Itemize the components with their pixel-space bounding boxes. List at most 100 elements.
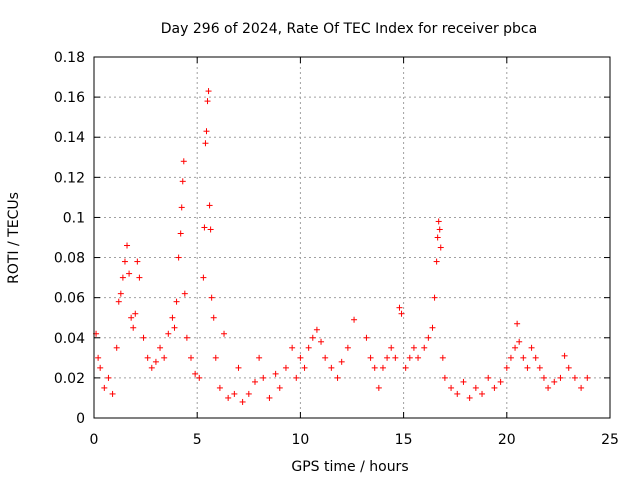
- data-point: [524, 364, 531, 371]
- data-point: [406, 354, 413, 361]
- data-point: [148, 364, 155, 371]
- data-point: [178, 204, 185, 211]
- data-point: [398, 310, 405, 317]
- data-point: [293, 374, 300, 381]
- data-point: [282, 364, 289, 371]
- data-point: [256, 354, 263, 361]
- data-point: [200, 274, 207, 281]
- data-point: [435, 218, 442, 225]
- data-point: [216, 384, 223, 391]
- data-point: [301, 364, 308, 371]
- data-point: [208, 294, 215, 301]
- data-point: [436, 226, 443, 233]
- data-point: [181, 290, 188, 297]
- data-point: [545, 384, 552, 391]
- data-point: [161, 354, 168, 361]
- data-point: [206, 202, 213, 209]
- x-tick-label: 0: [90, 432, 99, 448]
- data-point: [126, 270, 133, 277]
- data-point: [97, 364, 104, 371]
- data-point: [334, 374, 341, 381]
- data-point: [528, 344, 535, 351]
- data-point: [551, 378, 558, 385]
- data-point: [177, 230, 184, 237]
- data-point: [173, 298, 180, 305]
- data-point: [439, 354, 446, 361]
- data-point: [479, 390, 486, 397]
- data-point: [180, 158, 187, 165]
- data-point: [460, 378, 467, 385]
- data-point: [437, 244, 444, 251]
- data-point: [124, 242, 131, 249]
- x-tick-label: 15: [395, 432, 413, 448]
- data-point: [425, 334, 432, 341]
- data-point: [196, 374, 203, 381]
- data-point: [497, 378, 504, 385]
- data-point: [578, 384, 585, 391]
- plot-frame: [93, 56, 611, 419]
- data-point: [183, 334, 190, 341]
- data-point: [157, 344, 164, 351]
- data-point: [472, 384, 479, 391]
- data-point: [207, 226, 214, 233]
- data-point: [119, 274, 126, 281]
- data-point: [245, 390, 252, 397]
- data-point: [152, 358, 159, 365]
- data-point: [136, 274, 143, 281]
- data-point: [584, 374, 591, 381]
- data-point: [512, 344, 519, 351]
- chart-title: Day 296 of 2024, Rate Of TEC Index for r…: [161, 21, 537, 37]
- data-point: [266, 394, 273, 401]
- data-point: [448, 384, 455, 391]
- y-tick-label: 0.14: [54, 130, 85, 146]
- x-tick-label: 10: [291, 432, 309, 448]
- data-point: [363, 334, 370, 341]
- data-point: [561, 352, 568, 359]
- data-point: [514, 320, 521, 327]
- data-point: [212, 354, 219, 361]
- y-tick-label: 0.04: [54, 331, 85, 347]
- data-point: [338, 358, 345, 365]
- data-point: [221, 330, 228, 337]
- data-point: [144, 354, 151, 361]
- data-point: [297, 354, 304, 361]
- data-point: [305, 344, 312, 351]
- data-point: [313, 326, 320, 333]
- x-tick-label: 25: [601, 432, 619, 448]
- data-point: [410, 344, 417, 351]
- data-point: [179, 178, 186, 185]
- data-point: [434, 234, 441, 241]
- data-point: [392, 354, 399, 361]
- data-point: [532, 354, 539, 361]
- data-point: [351, 316, 358, 323]
- data-point: [165, 330, 172, 337]
- data-point: [239, 398, 246, 405]
- axis-ticks: 0 5 10 15 20 25 0 0.02 0.04 0.06 0.08 0.1 0.12 0.14 0.…: [54, 50, 619, 448]
- data-point: [117, 290, 124, 297]
- y-tick-label: 0.02: [54, 371, 85, 387]
- data-point: [251, 378, 258, 385]
- data-point: [121, 258, 128, 265]
- y-tick-label: 0.06: [54, 291, 85, 307]
- data-point: [344, 344, 351, 351]
- data-point: [171, 324, 178, 331]
- x-tick-label: 20: [498, 432, 516, 448]
- y-tick-label: 0.18: [54, 50, 85, 66]
- data-point: [210, 314, 217, 321]
- data-point: [188, 354, 195, 361]
- data-point: [289, 344, 296, 351]
- y-tick-label: 0.16: [54, 90, 85, 106]
- data-point: [235, 364, 242, 371]
- data-point: [309, 334, 316, 341]
- data-point: [203, 128, 210, 135]
- data-point: [441, 374, 448, 381]
- x-tick-label: 5: [193, 432, 202, 448]
- data-point: [557, 374, 564, 381]
- data-point: [95, 354, 102, 361]
- y-tick-label: 0.08: [54, 251, 85, 267]
- data-point: [454, 390, 461, 397]
- data-point: [415, 354, 422, 361]
- data-point: [105, 374, 112, 381]
- data-point: [507, 354, 514, 361]
